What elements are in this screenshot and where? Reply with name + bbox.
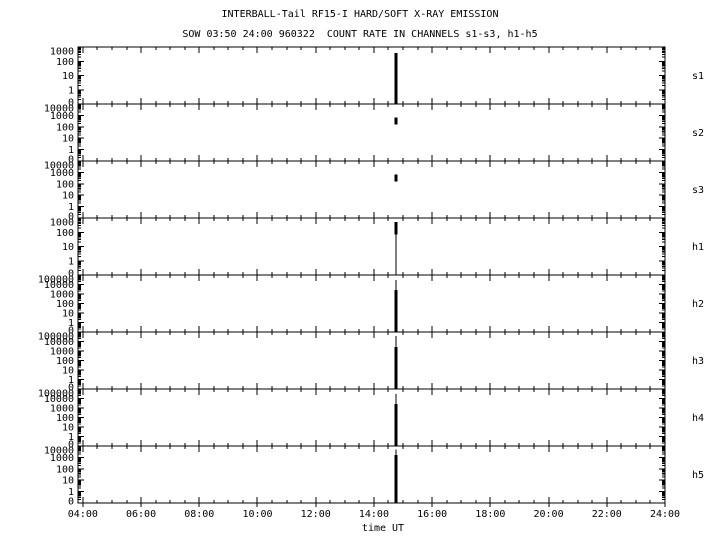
y-tick-label: 0 [68, 155, 74, 166]
y-tick-label: 100 [56, 299, 74, 310]
channel-label-s3: s3 [692, 185, 704, 196]
y-tick-label: 0 [68, 212, 74, 223]
y-tick-label: 0 [68, 98, 74, 109]
y-tick-label: 1 [68, 432, 74, 443]
panel-h4 [77, 388, 666, 447]
y-tick-label: 100000 [38, 332, 74, 343]
y-tick-label: 0 [68, 383, 74, 394]
x-tick-label: 24:00 [650, 509, 680, 520]
y-tick-label: 100 [56, 413, 74, 424]
channel-label-h5: h5 [692, 470, 704, 481]
y-tick-label: 100 [56, 228, 74, 239]
channel-label-h3: h3 [692, 356, 704, 367]
x-tick-label: 22:00 [592, 509, 622, 520]
x-tick-label: 20:00 [534, 509, 564, 520]
x-tick-label: 12:00 [301, 509, 331, 520]
y-tick-label: 1 [68, 375, 74, 386]
y-tick-label: 1 [68, 256, 74, 267]
channel-label-h2: h2 [692, 299, 704, 310]
y-tick-label: 10 [62, 423, 74, 434]
y-tick-label: 10 [62, 242, 74, 253]
chart-subtitle: SOW 03:50 24:00 960322 COUNT RATE IN CHA… [182, 29, 538, 40]
channel-label-s1: s1 [692, 71, 704, 82]
y-tick-label: 1000 [50, 168, 74, 179]
y-tick-label: 10 [62, 191, 74, 202]
y-tick-label: 0 [68, 269, 74, 280]
y-tick-label: 100000 [38, 275, 74, 286]
y-tick-label: 1 [68, 487, 74, 498]
y-tick-label: 100 [56, 356, 74, 367]
y-tick-label: 0 [68, 326, 74, 337]
y-tick-label: 100 [56, 464, 74, 475]
panel-h2 [77, 274, 666, 333]
chart-title: INTERBALL-Tail RF15-I HARD/SOFT X-RAY EM… [221, 9, 499, 20]
y-tick-label: 10000 [44, 446, 74, 457]
y-tick-label: 0 [68, 440, 74, 451]
y-tick-label: 1000 [50, 111, 74, 122]
y-tick-label: 1 [68, 145, 74, 156]
y-tick-label: 1000 [50, 47, 74, 58]
panel-h1 [77, 217, 666, 276]
x-axis-label: time UT [362, 523, 404, 534]
y-tick-label: 1000 [50, 290, 74, 301]
y-tick-label: 10 [62, 309, 74, 320]
x-tick-label: 06:00 [126, 509, 156, 520]
y-tick-label: 10 [62, 71, 74, 82]
y-tick-label: 0 [68, 497, 74, 508]
y-tick-label: 100 [56, 57, 74, 68]
y-tick-label: 10000 [44, 280, 74, 291]
y-tick-label: 100000 [38, 389, 74, 400]
x-tick-label: 10:00 [242, 509, 272, 520]
y-tick-label: 1000 [50, 347, 74, 358]
panel-h3 [77, 331, 666, 390]
channel-label-s2: s2 [692, 128, 704, 139]
panel-s1 [77, 46, 666, 105]
y-tick-label: 10 [62, 476, 74, 487]
y-tick-label: 1000 [50, 453, 74, 464]
y-tick-label: 10000 [44, 337, 74, 348]
x-tick-label: 08:00 [184, 509, 214, 520]
panel-s3 [77, 160, 666, 219]
panel-h5 [77, 445, 666, 504]
y-tick-label: 10000 [44, 161, 74, 172]
x-tick-label: 18:00 [475, 509, 505, 520]
y-tick-label: 1 [68, 202, 74, 213]
y-tick-label: 10000 [44, 104, 74, 115]
channel-label-h4: h4 [692, 413, 704, 424]
x-tick-label: 14:00 [359, 509, 389, 520]
y-tick-label: 10 [62, 366, 74, 377]
x-tick-label: 04:00 [68, 509, 98, 520]
y-tick-label: 1000 [50, 218, 74, 229]
y-tick-label: 1 [68, 318, 74, 329]
y-tick-label: 100 [56, 179, 74, 190]
panel-s2 [77, 103, 666, 162]
x-tick-label: 16:00 [417, 509, 447, 520]
y-tick-label: 1000 [50, 404, 74, 415]
y-tick-label: 1 [68, 85, 74, 96]
channel-label-h1: h1 [692, 242, 704, 253]
y-tick-label: 10 [62, 134, 74, 145]
y-tick-label: 100 [56, 122, 74, 133]
y-tick-label: 10000 [44, 394, 74, 405]
